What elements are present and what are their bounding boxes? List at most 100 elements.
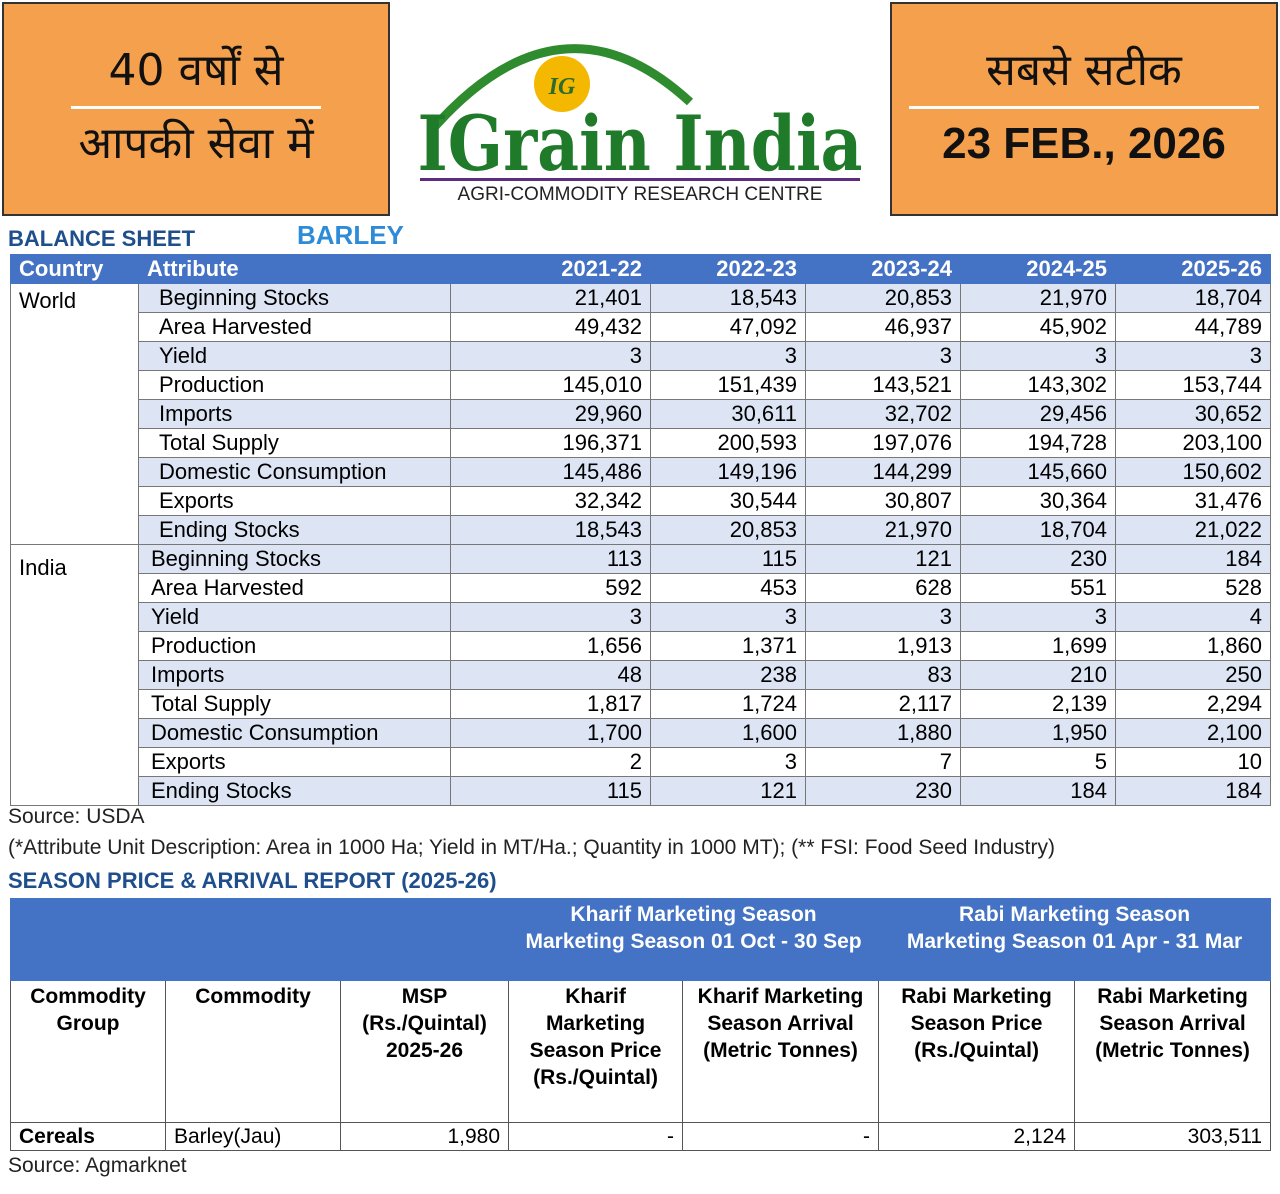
commodity-name: BARLEY — [297, 220, 404, 250]
value: 453 — [650, 573, 806, 603]
value: 30,364 — [960, 486, 1116, 516]
season-header: Rabi Marketing Season Marketing Season 01… — [878, 898, 1272, 981]
tagline: सबसे सटीक — [986, 45, 1182, 96]
season-title: Kharif Marketing Season — [570, 903, 817, 926]
value: 1,817 — [450, 689, 651, 719]
value: 3 — [960, 341, 1116, 371]
value: 3 — [960, 602, 1116, 632]
season-header: Kharif Marketing Season Marketing Season … — [508, 898, 880, 981]
column-header: 2021-22 — [450, 254, 651, 284]
data-row: Yield 3 3 3 3 4 — [11, 602, 1271, 632]
logo-art: IG IGrain India AGRI-COMMODITY RESEARCH … — [418, 44, 863, 205]
value: 197,076 — [805, 428, 961, 458]
value: 528 — [1115, 573, 1271, 603]
data-row: Production 1,656 1,371 1,913 1,699 1,860 — [11, 631, 1271, 661]
logo: IG IGrain India AGRI-COMMODITY RESEARCH … — [390, 2, 890, 216]
value: 2,117 — [805, 689, 961, 719]
value: 30,611 — [650, 399, 806, 429]
value: 230 — [960, 544, 1116, 574]
value: 121 — [805, 544, 961, 574]
country: India — [10, 544, 139, 806]
note: (*Attribute Unit Description: Area in 10… — [8, 836, 1055, 859]
value: 145,660 — [960, 457, 1116, 487]
value: 30,807 — [805, 486, 961, 516]
column-header: 2024-25 — [960, 254, 1116, 284]
column-row: Commodity Group Commodity MSP (Rs./Quintal… — [10, 980, 1272, 1123]
data-row: Exports 32,342 30,544 30,807 30,364 31,476 — [11, 486, 1271, 516]
value: 184 — [1115, 544, 1271, 574]
data-row: Domestic Consumption 1,700 1,600 1,880 1,950… — [11, 718, 1271, 748]
data-row: Exports 2 3 7 5 10 — [11, 747, 1271, 777]
attribute: Beginning Stocks — [138, 283, 451, 313]
attribute: Total Supply — [138, 689, 451, 719]
value: 2,294 — [1115, 689, 1271, 719]
cell: Cereals — [10, 1122, 166, 1151]
value: 121 — [650, 776, 806, 806]
value: 203,100 — [1115, 428, 1271, 458]
value: 18,543 — [650, 283, 806, 313]
data-row: Ending Stocks 115 121 230 184 184 — [11, 776, 1271, 806]
value: 46,937 — [805, 312, 961, 342]
value: 1,950 — [960, 718, 1116, 748]
value: 149,196 — [650, 457, 806, 487]
value: 1,880 — [805, 718, 961, 748]
value: 44,789 — [1115, 312, 1271, 342]
value: 210 — [960, 660, 1116, 690]
attribute: Exports — [138, 486, 451, 516]
column-header: 2023-24 — [805, 254, 961, 284]
value: 1,913 — [805, 631, 961, 661]
value: 32,702 — [805, 399, 961, 429]
value: 3 — [650, 602, 806, 632]
data-row: Domestic Consumption 145,486 149,196 144,29… — [11, 457, 1271, 487]
cell: 1,980 — [339, 1122, 510, 1151]
value: 150,602 — [1115, 457, 1271, 487]
value: 145,010 — [450, 370, 651, 400]
value: 21,022 — [1115, 515, 1271, 545]
value: 143,302 — [960, 370, 1116, 400]
attribute: Exports — [138, 747, 451, 777]
value: 196,371 — [450, 428, 651, 458]
value: 200,593 — [650, 428, 806, 458]
value: 1,860 — [1115, 631, 1271, 661]
attribute: Total Supply — [138, 428, 451, 458]
value: 1,699 — [960, 631, 1116, 661]
blank-cell — [9, 898, 510, 981]
value: 83 — [805, 660, 961, 690]
value: 45,902 — [960, 312, 1116, 342]
value: 153,744 — [1115, 370, 1271, 400]
value: 3 — [450, 602, 651, 632]
logo-subtitle: AGRI-COMMODITY RESEARCH CENTRE — [458, 184, 823, 205]
data-row: Area Harvested 592 453 628 551 528 — [11, 573, 1271, 603]
attribute: Domestic Consumption — [138, 718, 451, 748]
value: 18,704 — [960, 515, 1116, 545]
value: 30,652 — [1115, 399, 1271, 429]
section-label: SEASON PRICE & ARRIVAL REPORT (2025-26) — [8, 868, 497, 893]
column-header: Commodity — [165, 980, 341, 1123]
header-row: Country Attribute 2021-22 2022-23 2023-24 202… — [10, 254, 1271, 284]
logo-title: IGrain India — [418, 99, 863, 188]
value: 3 — [650, 747, 806, 777]
value: 250 — [1115, 660, 1271, 690]
value: 20,853 — [805, 283, 961, 313]
value: 1,600 — [650, 718, 806, 748]
value: 115 — [650, 544, 806, 574]
tagline: 40 वर्षों से — [108, 45, 284, 96]
cell: - — [682, 1122, 880, 1151]
value: 48 — [450, 660, 651, 690]
attribute: Production — [138, 370, 451, 400]
data-row: Total Supply 196,371 200,593 197,076 194,728… — [11, 428, 1271, 458]
value: 230 — [805, 776, 961, 806]
value: 2,100 — [1115, 718, 1271, 748]
value: 2,139 — [960, 689, 1116, 719]
attribute: Beginning Stocks — [138, 544, 451, 574]
badge-text: IG — [548, 74, 576, 100]
attribute: Area Harvested — [138, 312, 451, 342]
value: 18,543 — [450, 515, 651, 545]
attribute: Ending Stocks — [138, 776, 451, 806]
season-title: Rabi Marketing Season — [959, 903, 1191, 926]
attribute: Area Harvested — [138, 573, 451, 603]
cell: 2,124 — [878, 1122, 1076, 1151]
data-row: Cereals Barley(Jau) 1,980- -2,124 303,511 — [10, 1122, 1272, 1151]
value: 238 — [650, 660, 806, 690]
